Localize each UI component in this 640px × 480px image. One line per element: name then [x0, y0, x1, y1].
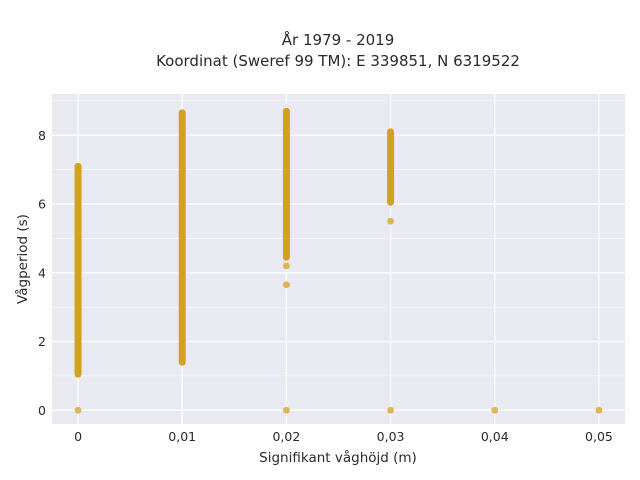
x-tick-label: 0,05 — [585, 429, 613, 444]
data-points — [74, 107, 603, 414]
chart-title-line1: År 1979 - 2019 — [282, 30, 395, 49]
y-axis-label: Vågperiod (s) — [14, 214, 31, 304]
x-tick-label: 0,01 — [168, 429, 196, 444]
outlier-point — [283, 262, 290, 270]
outlier-point — [387, 217, 394, 225]
x-tick-label: 0,02 — [272, 429, 300, 444]
x-tick-label: 0,03 — [377, 429, 405, 444]
y-tick-labels: 0 2 4 6 8 — [38, 128, 46, 418]
y-tick-label: 0 — [38, 403, 46, 418]
x-tick-labels: 0 0,01 0,02 0,03 0,04 0,05 — [74, 429, 613, 444]
y-tick-label: 6 — [38, 197, 46, 212]
plot-background — [52, 94, 625, 424]
zero-point — [491, 406, 499, 414]
x-axis-label: Signifikant våghöjd (m) — [259, 449, 417, 466]
zero-point — [595, 406, 603, 414]
y-tick-label: 8 — [38, 128, 46, 143]
x-tick-label: 0 — [74, 429, 82, 444]
x-tick-label: 0,04 — [481, 429, 509, 444]
zero-point — [283, 406, 290, 414]
chart-title-line2: Koordinat (Sweref 99 TM): E 339851, N 63… — [156, 52, 520, 70]
zero-point — [387, 406, 394, 414]
y-tick-label: 4 — [38, 265, 46, 280]
zero-point — [74, 406, 82, 414]
y-tick-label: 2 — [38, 334, 46, 349]
outlier-point — [283, 281, 290, 289]
